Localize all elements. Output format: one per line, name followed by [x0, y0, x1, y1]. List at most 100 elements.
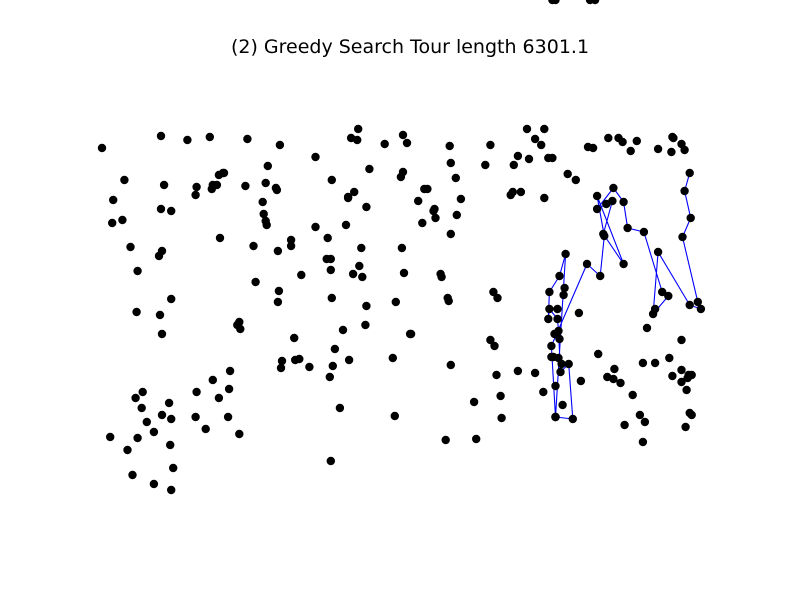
city-point	[350, 187, 359, 197]
city-point	[667, 147, 676, 157]
city-point	[481, 160, 490, 170]
city-point	[556, 367, 565, 377]
city-point	[600, 231, 609, 241]
city-point	[680, 186, 689, 196]
city-point	[251, 277, 260, 287]
city-point	[452, 210, 461, 220]
city-point	[406, 329, 416, 339]
city-point	[241, 181, 250, 191]
city-point	[443, 293, 452, 303]
city-point	[642, 323, 652, 333]
city-point	[205, 132, 214, 142]
city-point	[273, 246, 283, 256]
city-point	[357, 243, 366, 253]
city-point	[678, 232, 687, 242]
city-point	[547, 341, 556, 351]
city-point	[380, 139, 389, 149]
city-point	[388, 353, 397, 363]
city-point	[557, 359, 566, 369]
city-point	[132, 307, 141, 317]
city-point	[544, 314, 553, 324]
city-point	[277, 356, 287, 366]
city-point	[431, 213, 440, 223]
city-point	[258, 197, 267, 207]
city-point	[402, 138, 412, 148]
city-point	[545, 304, 554, 314]
city-point	[183, 135, 192, 145]
city-point	[540, 124, 549, 134]
city-point	[137, 403, 146, 413]
city-point	[327, 175, 336, 185]
city-point	[131, 393, 140, 403]
city-point	[166, 440, 175, 450]
city-point	[540, 193, 549, 203]
city-point	[554, 326, 563, 336]
city-point	[156, 131, 166, 141]
city-point	[354, 124, 363, 134]
city-point	[486, 140, 495, 150]
city-point	[594, 349, 603, 359]
city-point	[668, 132, 677, 142]
city-point	[451, 173, 460, 183]
city-point	[358, 272, 367, 282]
city-point	[496, 391, 505, 401]
city-point	[341, 220, 351, 230]
city-point	[544, 153, 553, 163]
city-point	[614, 133, 623, 143]
city-point	[191, 412, 200, 422]
city-point	[665, 353, 674, 363]
city-point	[225, 366, 235, 376]
city-point	[207, 184, 216, 194]
city-point	[574, 308, 584, 318]
city-point	[592, 191, 602, 201]
city-point	[128, 470, 137, 480]
city-point	[492, 370, 501, 380]
city-point	[223, 412, 233, 422]
city-point	[653, 247, 663, 257]
city-point	[233, 320, 242, 330]
city-point	[133, 433, 142, 443]
city-point	[149, 427, 159, 437]
city-point	[338, 325, 348, 335]
city-point	[553, 314, 562, 324]
city-point	[441, 435, 450, 445]
city-point	[548, 0, 557, 5]
city-point	[446, 158, 455, 168]
city-point	[490, 341, 499, 351]
city-point	[653, 144, 663, 154]
city-point	[235, 429, 244, 439]
city-point	[445, 141, 454, 151]
city-point	[486, 335, 495, 345]
city-point	[390, 411, 399, 421]
city-point	[571, 175, 580, 185]
city-point	[208, 375, 217, 385]
city-point	[693, 297, 702, 307]
city-point	[169, 463, 178, 473]
city-point	[626, 146, 635, 156]
city-point	[106, 432, 115, 442]
city-point	[497, 413, 506, 423]
city-point	[551, 381, 560, 391]
city-point	[590, 0, 600, 5]
city-point	[192, 182, 201, 192]
city-point	[398, 130, 408, 140]
city-point	[108, 218, 117, 228]
city-point	[286, 241, 296, 251]
city-point	[328, 361, 337, 371]
city-point	[677, 377, 686, 387]
city-point	[664, 291, 673, 301]
city-point	[343, 192, 353, 202]
city-point	[537, 140, 546, 150]
city-point	[192, 387, 201, 397]
city-point	[276, 363, 286, 373]
city-point	[149, 479, 159, 489]
city-point	[142, 417, 151, 427]
city-point	[326, 265, 335, 275]
city-point	[516, 187, 526, 197]
city-point	[685, 168, 694, 178]
city-point	[311, 152, 320, 162]
city-point	[551, 412, 560, 422]
city-point	[159, 180, 169, 190]
city-point	[291, 355, 300, 365]
city-point	[648, 309, 658, 319]
